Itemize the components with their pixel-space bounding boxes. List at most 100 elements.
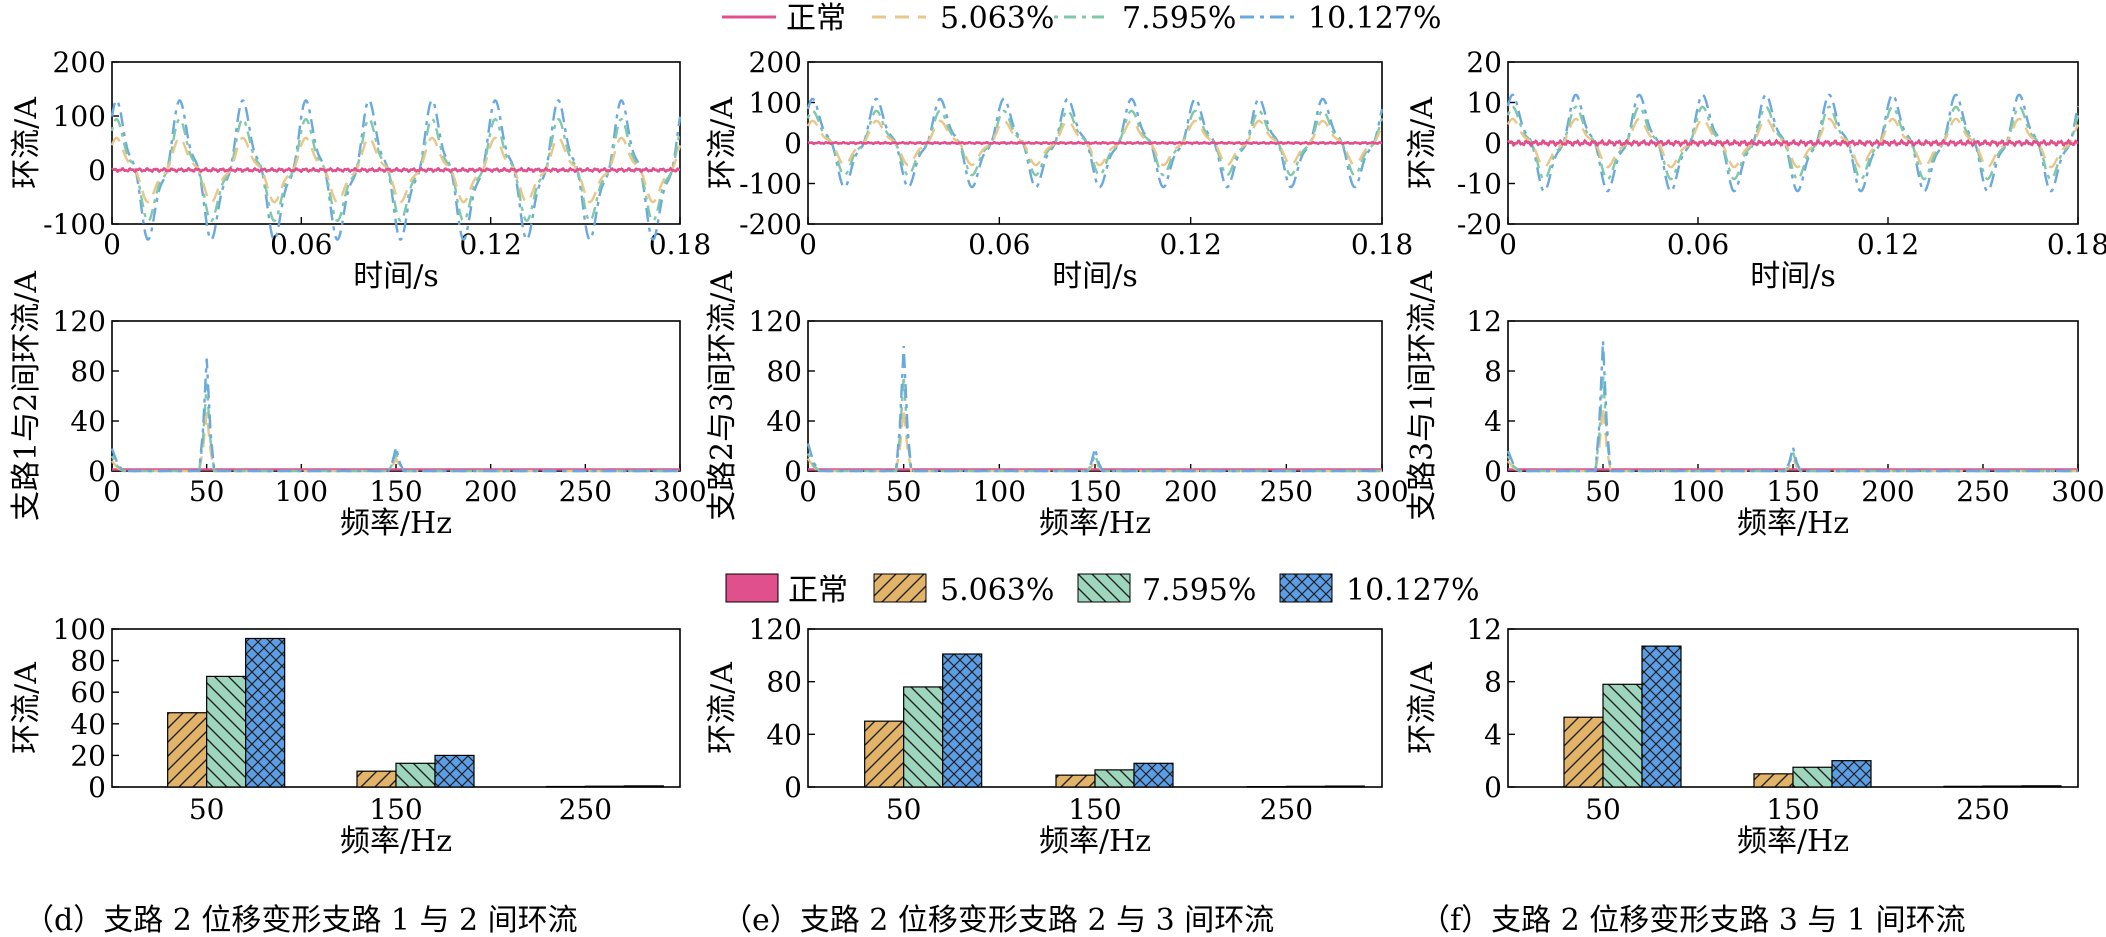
e-bar-bar-250-s2 xyxy=(1285,785,1326,788)
f-time-xtick-label: 0 xyxy=(1499,228,1517,261)
e-bar-ytick-label: 0 xyxy=(784,771,802,804)
e-bar-bar-150-s2 xyxy=(1094,769,1135,788)
d-bar-xtick-label: 250 xyxy=(559,793,612,826)
d-time-ylabel: 环流/A xyxy=(9,97,44,189)
d-spectrum-xtick-label: 0 xyxy=(103,475,121,508)
d-time-ytick-label: 0 xyxy=(88,154,106,187)
d-bar-bar-150-s3 xyxy=(434,754,475,788)
d-bar-ytick-label: 0 xyxy=(88,771,106,804)
d-spectrum-xtick-label: 150 xyxy=(369,475,422,508)
d-bar-ytick-label: 100 xyxy=(53,613,106,646)
e-bar-ylabel: 环流/A xyxy=(705,662,740,754)
f-bar-chart: 0 4 8 12 环流/A 50 150 250 频率/Hz xyxy=(1405,613,2079,859)
f-bar-xtick-label: 50 xyxy=(1585,793,1621,826)
e-spectrum-ytick-label: 80 xyxy=(766,355,802,388)
e-bar-bar-50-s2 xyxy=(903,686,944,788)
f-spectrum-xtick-label: 200 xyxy=(1861,475,1914,508)
f-bar-xtick-label: 150 xyxy=(1766,793,1819,826)
f-time-xtick-label: 0.12 xyxy=(1857,228,1919,261)
f-spectrum-ytick-label: 0 xyxy=(1484,455,1502,488)
f-bar-ytick-label: 4 xyxy=(1484,718,1502,751)
caption-e: （e）支路 2 位移变形支路 2 与 3 间环流 xyxy=(722,903,1274,937)
f-time-series-1 xyxy=(1506,117,2080,169)
d-bar-bar-50-s2 xyxy=(206,675,247,788)
d-bar-ytick-label: 80 xyxy=(70,645,106,678)
d-time-series-1 xyxy=(110,136,682,204)
e-spectrum-chart: 0 40 80 120 支路2与3间环流/A 0 50 100 150 200 250 300 频率/H… xyxy=(705,271,1409,541)
legend-bar-f5-label: 5.063% xyxy=(940,573,1054,608)
e-spectrum-xtick-label: 150 xyxy=(1068,475,1121,508)
e-spectrum-xtick-label: 50 xyxy=(886,475,922,508)
f-bar-bar-50-s1 xyxy=(1563,716,1604,788)
e-time-ytick-label: 100 xyxy=(749,87,802,120)
e-spectrum-xtick-label: 200 xyxy=(1164,475,1217,508)
d-spectrum-ylabel: 支路1与2间环流/A xyxy=(9,271,44,521)
e-spectrum-ytick-label: 40 xyxy=(766,405,802,438)
legend-f10-label: 10.127% xyxy=(1308,1,1441,36)
d-time-ytick-label: -100 xyxy=(43,208,106,241)
d-spectrum-ytick-label: 40 xyxy=(70,405,106,438)
f-bar-bar-150-s3 xyxy=(1831,760,1872,788)
d-bar-xtick-label: 150 xyxy=(369,793,422,826)
d-bar-ytick-label: 60 xyxy=(70,676,106,709)
e-bar-bar-150-s3 xyxy=(1133,762,1174,788)
e-spectrum-xtick-label: 250 xyxy=(1260,475,1313,508)
f-bar-bar-150-s1 xyxy=(1753,773,1794,788)
f-bar-bar-150-s2 xyxy=(1792,766,1833,788)
e-time-xtick-label: 0 xyxy=(799,228,817,261)
f-time-series-0 xyxy=(1507,138,2079,148)
f-time-xlabel: 时间/s xyxy=(1750,259,1836,294)
d-spectrum-ytick-label: 80 xyxy=(70,355,106,388)
e-bar-bar-150-s1 xyxy=(1055,774,1096,788)
f-spectrum-series-1 xyxy=(1507,405,2078,473)
f-spectrum-xtick-label: 300 xyxy=(2051,475,2104,508)
f-time-ylabel: 环流/A xyxy=(1405,97,1440,189)
d-time-series-3 xyxy=(110,99,682,241)
e-spectrum-xtick-label: 0 xyxy=(799,475,817,508)
d-spectrum-xlabel: 频率/Hz xyxy=(340,506,452,541)
e-spectrum-xtick-label: 100 xyxy=(973,475,1026,508)
f-time-ytick-label: 20 xyxy=(1466,46,1502,79)
f-bar-ytick-label: 8 xyxy=(1484,666,1502,699)
f-time-chart: -20 -10 0 10 20 环流/A 0 0.06 0.12 0.18 时间/s xyxy=(1405,46,2106,294)
d-spectrum-xtick-label: 50 xyxy=(189,475,225,508)
d-time-series-2 xyxy=(110,117,682,223)
caption-f: （f）支路 2 位移变形支路 3 与 1 间环流 xyxy=(1420,903,1966,937)
d-time-xtick-label: 0 xyxy=(103,228,121,261)
d-time-xtick-label: 0.06 xyxy=(270,228,332,261)
f-bar-ytick-label: 12 xyxy=(1466,613,1502,646)
f-bar-bar-250-s1 xyxy=(1943,785,1984,788)
d-time-frame xyxy=(111,61,681,225)
legend-bar-f7-label: 7.595% xyxy=(1142,573,1256,608)
e-time-series-0 xyxy=(807,140,1383,146)
e-time-xtick-label: 0.06 xyxy=(968,228,1030,261)
d-spectrum-xtick-label: 200 xyxy=(464,475,517,508)
f-spectrum-ylabel: 支路3与1间环流/A xyxy=(1405,271,1440,521)
d-bar-ylabel: 环流/A xyxy=(9,662,44,754)
legend-normal-label: 正常 xyxy=(786,1,846,36)
legend-bar: 正常 5.063% 7.595% 10.127% xyxy=(725,573,1479,608)
e-spectrum-series-3 xyxy=(806,345,1382,473)
e-spectrum-series-1 xyxy=(806,408,1382,473)
f-spectrum-xtick-label: 50 xyxy=(1585,475,1621,508)
f-time-series-2 xyxy=(1506,105,2080,181)
e-spectrum-xlabel: 频率/Hz xyxy=(1039,506,1151,541)
f-spectrum-xtick-label: 100 xyxy=(1671,475,1724,508)
d-spectrum-ytick-label: 0 xyxy=(88,455,106,488)
legend-bar-normal-swatch xyxy=(725,573,779,603)
e-bar-bar-250-s3 xyxy=(1324,785,1365,788)
d-spectrum-series-1 xyxy=(111,412,680,473)
f-bar-ylabel: 环流/A xyxy=(1405,662,1440,754)
e-bar-xlabel: 频率/Hz xyxy=(1039,824,1151,859)
f-bar-xlabel: 频率/Hz xyxy=(1737,824,1849,859)
d-bar-bar-50-s3 xyxy=(245,637,286,788)
legend-bar-normal-label: 正常 xyxy=(788,573,848,608)
f-spectrum-ytick-label: 8 xyxy=(1484,355,1502,388)
f-spectrum-series-3 xyxy=(1506,340,2078,473)
e-time-ytick-label: -100 xyxy=(739,168,802,201)
legend-bar-f5-swatch xyxy=(873,573,927,603)
f-spectrum-xtick-label: 150 xyxy=(1766,475,1819,508)
legend-f5-label: 5.063% xyxy=(940,1,1054,36)
